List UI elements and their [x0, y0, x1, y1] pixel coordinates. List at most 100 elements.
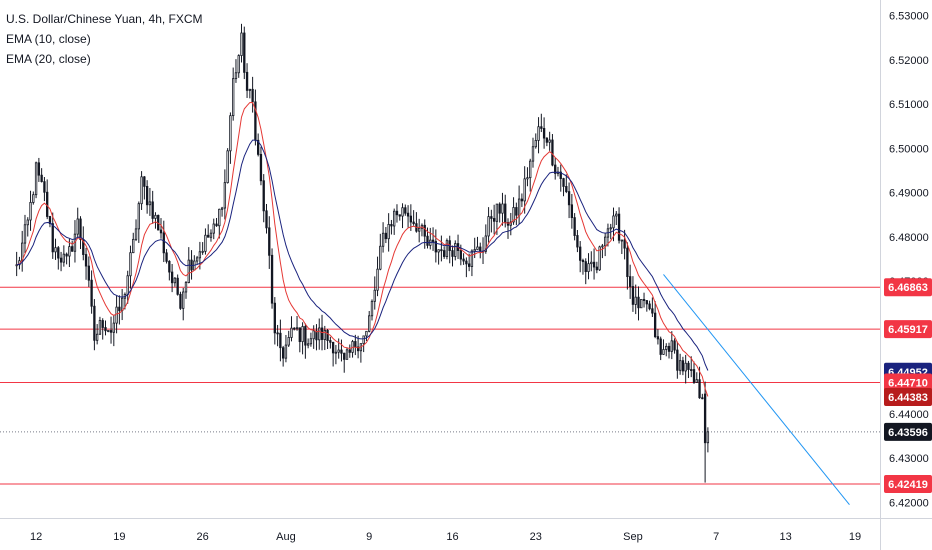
- symbol-title[interactable]: U.S. Dollar/Chinese Yuan, 4h, FXCM: [6, 12, 203, 26]
- candle[interactable]: [229, 112, 232, 164]
- candle[interactable]: [84, 247, 88, 280]
- candle[interactable]: [273, 297, 276, 345]
- candle[interactable]: [15, 251, 18, 277]
- price-badge[interactable]: [884, 373, 932, 392]
- candle[interactable]: [554, 157, 557, 180]
- candle[interactable]: [390, 219, 393, 235]
- candle[interactable]: [540, 113, 543, 133]
- candle[interactable]: [26, 217, 29, 237]
- candle[interactable]: [93, 299, 96, 351]
- candle[interactable]: [634, 284, 637, 315]
- candle[interactable]: [65, 252, 68, 265]
- candle[interactable]: [412, 210, 415, 226]
- candle[interactable]: [498, 202, 501, 223]
- candle[interactable]: [115, 295, 118, 334]
- candle[interactable]: [656, 329, 660, 345]
- candle[interactable]: [284, 334, 288, 363]
- candle[interactable]: [465, 257, 468, 278]
- price-badge[interactable]: [884, 422, 932, 441]
- candle[interactable]: [87, 256, 90, 287]
- candle[interactable]: [220, 206, 224, 217]
- candle[interactable]: [145, 180, 149, 214]
- candle[interactable]: [581, 258, 585, 275]
- ema20-legend[interactable]: EMA (20, close): [6, 52, 91, 66]
- candle[interactable]: [387, 213, 390, 252]
- candle[interactable]: [259, 146, 263, 186]
- candle[interactable]: [265, 203, 268, 234]
- candle[interactable]: [348, 344, 351, 358]
- ema-10-line[interactable]: [16, 101, 709, 397]
- candle[interactable]: [168, 260, 171, 281]
- candle[interactable]: [642, 292, 646, 308]
- candle[interactable]: [398, 214, 401, 221]
- candle[interactable]: [423, 219, 426, 249]
- candle[interactable]: [343, 352, 346, 373]
- candle[interactable]: [262, 174, 265, 223]
- candle[interactable]: [506, 218, 510, 239]
- candle[interactable]: [434, 229, 437, 263]
- candle[interactable]: [462, 253, 465, 265]
- candle[interactable]: [445, 238, 449, 260]
- candle[interactable]: [473, 237, 476, 259]
- candle[interactable]: [587, 253, 590, 280]
- candle[interactable]: [193, 255, 196, 271]
- candle[interactable]: [690, 356, 693, 378]
- candle[interactable]: [326, 329, 329, 350]
- candle[interactable]: [579, 241, 582, 273]
- candle[interactable]: [29, 190, 32, 231]
- candle[interactable]: [290, 316, 293, 342]
- candle[interactable]: [373, 276, 376, 310]
- candle[interactable]: [151, 190, 154, 224]
- candle[interactable]: [323, 325, 326, 351]
- candle[interactable]: [240, 23, 243, 63]
- trend-line[interactable]: [663, 274, 850, 506]
- candle[interactable]: [95, 324, 99, 345]
- candle[interactable]: [301, 322, 304, 355]
- candle[interactable]: [204, 228, 207, 255]
- candle[interactable]: [195, 255, 199, 264]
- candle[interactable]: [137, 201, 140, 243]
- candle[interactable]: [565, 174, 568, 194]
- candle[interactable]: [98, 316, 102, 335]
- candle[interactable]: [21, 230, 24, 272]
- candle[interactable]: [76, 207, 79, 238]
- candle[interactable]: [109, 316, 113, 344]
- candle[interactable]: [318, 318, 321, 350]
- candle[interactable]: [248, 88, 252, 99]
- candle[interactable]: [59, 251, 63, 272]
- candle[interactable]: [559, 164, 562, 192]
- candle[interactable]: [620, 239, 623, 255]
- candle[interactable]: [190, 250, 193, 280]
- price-badge[interactable]: [884, 320, 932, 339]
- candle[interactable]: [379, 233, 382, 271]
- candle[interactable]: [315, 324, 318, 351]
- candle[interactable]: [492, 204, 496, 235]
- candle[interactable]: [626, 242, 629, 290]
- candle[interactable]: [665, 343, 668, 357]
- candle[interactable]: [501, 192, 504, 226]
- candle[interactable]: [243, 26, 246, 80]
- candle[interactable]: [615, 211, 618, 226]
- candle[interactable]: [418, 218, 421, 243]
- candle[interactable]: [298, 327, 301, 353]
- candle[interactable]: [470, 249, 474, 277]
- candle[interactable]: [132, 232, 135, 254]
- candle[interactable]: [237, 54, 240, 78]
- candle[interactable]: [420, 223, 424, 237]
- candle[interactable]: [645, 300, 648, 312]
- candle[interactable]: [218, 208, 221, 239]
- plot-area[interactable]: [0, 23, 880, 506]
- candle[interactable]: [479, 242, 482, 259]
- candle[interactable]: [623, 229, 626, 260]
- ema10-legend[interactable]: EMA (10, close): [6, 32, 91, 46]
- candle[interactable]: [695, 372, 698, 383]
- candle[interactable]: [254, 89, 257, 146]
- candle[interactable]: [670, 331, 673, 360]
- candle[interactable]: [542, 117, 546, 149]
- price-badge[interactable]: [884, 388, 932, 407]
- candle[interactable]: [551, 134, 554, 167]
- candle[interactable]: [340, 339, 343, 362]
- candle[interactable]: [129, 245, 132, 289]
- candle[interactable]: [276, 324, 279, 347]
- candle[interactable]: [287, 330, 290, 347]
